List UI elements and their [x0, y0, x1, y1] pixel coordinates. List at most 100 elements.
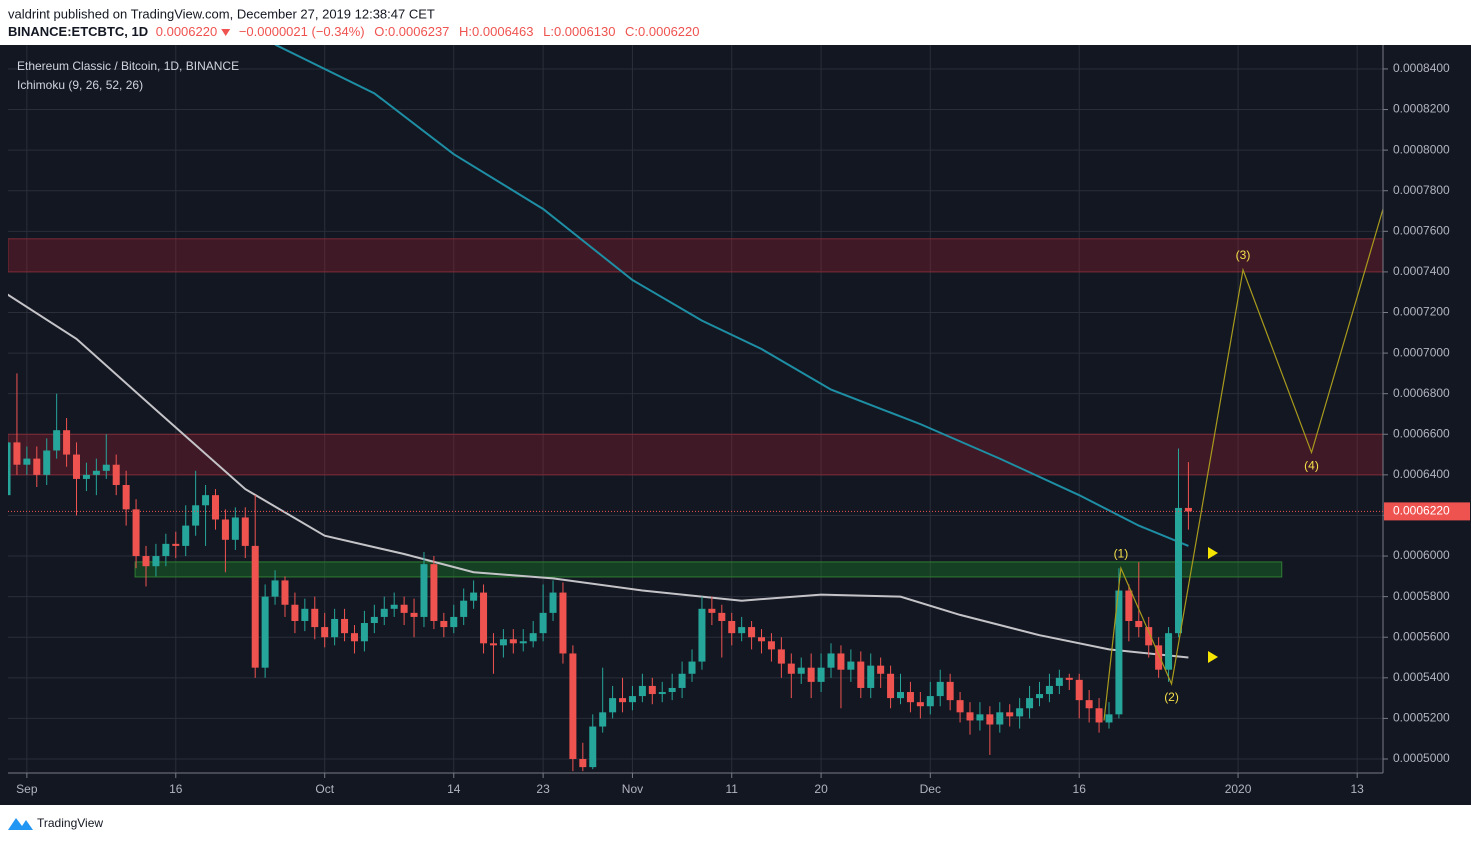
candle-body	[142, 556, 150, 567]
candle-body	[1125, 590, 1133, 621]
open: O:0.0006237	[374, 24, 449, 39]
candle-body	[926, 696, 934, 707]
brand: TradingView	[37, 816, 103, 830]
candle-body	[1045, 685, 1053, 695]
last-price-label: 0.0006220	[1393, 504, 1450, 518]
candle-body	[817, 667, 825, 682]
candle-body	[698, 608, 706, 662]
logo-icon	[8, 818, 33, 830]
candle-body	[847, 661, 855, 670]
candle-body	[837, 653, 845, 670]
candle-body	[251, 545, 259, 668]
candle-body	[1085, 700, 1093, 709]
candle-body	[1035, 694, 1043, 699]
candle-body	[609, 698, 617, 713]
x-tick-label: 16	[1073, 782, 1087, 796]
candle-body	[748, 627, 756, 638]
candle-body	[43, 450, 51, 475]
candle-body	[877, 665, 885, 674]
symbol: BINANCE:ETCBTC, 1D	[8, 24, 148, 39]
symbol-line: BINANCE:ETCBTC, 1D 0.0006220 −0.0000021 …	[8, 24, 700, 39]
candle-body	[261, 596, 269, 668]
candle-body	[1145, 627, 1153, 646]
x-tick-label: 16	[169, 782, 183, 796]
indicator-name: Ichimoku (9, 26, 52, 26)	[17, 78, 143, 92]
candle-body	[996, 712, 1004, 725]
candle-body	[946, 681, 954, 701]
candle-body	[1055, 677, 1063, 686]
candle-body	[986, 714, 994, 725]
candle-body	[341, 618, 349, 634]
candle-body	[1105, 714, 1113, 723]
x-tick-label: 14	[447, 782, 461, 796]
candle-body	[916, 702, 924, 707]
candle-body	[152, 556, 160, 567]
candle-body	[976, 714, 984, 721]
change: −0.0000021 (−0.34%)	[239, 24, 365, 39]
candle-body	[73, 454, 81, 479]
wave-label: (1)	[1114, 546, 1129, 560]
candle-body	[102, 464, 110, 471]
y-tick-label: 0.0007200	[1393, 305, 1450, 319]
chart-bg	[0, 45, 1471, 805]
candle-body	[1174, 507, 1182, 634]
candle-body	[1016, 708, 1024, 717]
candle-body	[1075, 679, 1083, 701]
x-tick-label: Dec	[920, 782, 941, 796]
candle-body	[370, 616, 378, 624]
candle-body	[867, 665, 875, 688]
chart-layer: 0.0005000 0.0005200 0.0005400 0.0005600 0.00…	[8, 45, 1470, 796]
candle-body	[529, 633, 537, 642]
x-tick-label: 20	[814, 782, 828, 796]
candle-body	[936, 681, 944, 697]
candle-body	[440, 620, 448, 628]
candle-body	[777, 649, 785, 664]
candle-body	[718, 612, 726, 621]
candle-body	[1155, 645, 1163, 670]
candle-body	[787, 663, 795, 674]
low: L:0.0006130	[543, 24, 615, 39]
candle-body	[390, 604, 398, 609]
candle-body	[112, 464, 120, 486]
last-price-box	[1384, 502, 1470, 521]
candle-body	[638, 685, 646, 697]
y-tick-label: 0.0006400	[1393, 467, 1450, 481]
y-tick-label: 0.0006000	[1393, 548, 1450, 562]
down-arrow	[221, 28, 231, 36]
candle-body	[1184, 507, 1192, 512]
y-tick-label: 0.0007800	[1393, 183, 1450, 197]
plot-area	[8, 45, 1383, 773]
moving-average	[8, 293, 1189, 659]
candle-body	[658, 692, 666, 695]
candle-body	[509, 639, 517, 644]
candle-body	[1065, 677, 1073, 680]
candle-body	[53, 430, 61, 451]
candle-body	[519, 641, 527, 644]
candle-body	[380, 608, 388, 617]
candle-body	[1026, 698, 1034, 709]
candle-body	[678, 673, 686, 688]
chart-title: Ethereum Classic / Bitcoin, 1D, BINANCE	[17, 59, 239, 73]
candle-body	[619, 698, 627, 703]
candle-body	[887, 673, 895, 699]
marker	[1208, 651, 1218, 663]
candle-body	[450, 616, 458, 628]
candle-body	[192, 505, 200, 526]
candle-body	[708, 608, 716, 613]
candle-body	[668, 687, 676, 693]
x-tick-label: 13	[1351, 782, 1365, 796]
candle-body	[92, 470, 100, 475]
candle-body	[23, 458, 31, 465]
candle-body	[480, 592, 488, 644]
candle-body	[767, 641, 775, 650]
candle-body	[231, 517, 239, 540]
candle-body	[211, 495, 219, 520]
candle-body	[202, 495, 210, 506]
wave-path	[1103, 208, 1383, 721]
y-tick-label: 0.0006800	[1393, 386, 1450, 400]
candle-body	[569, 653, 577, 759]
zone	[8, 433, 1383, 476]
candle-body	[291, 604, 299, 621]
candle-body	[321, 627, 329, 638]
